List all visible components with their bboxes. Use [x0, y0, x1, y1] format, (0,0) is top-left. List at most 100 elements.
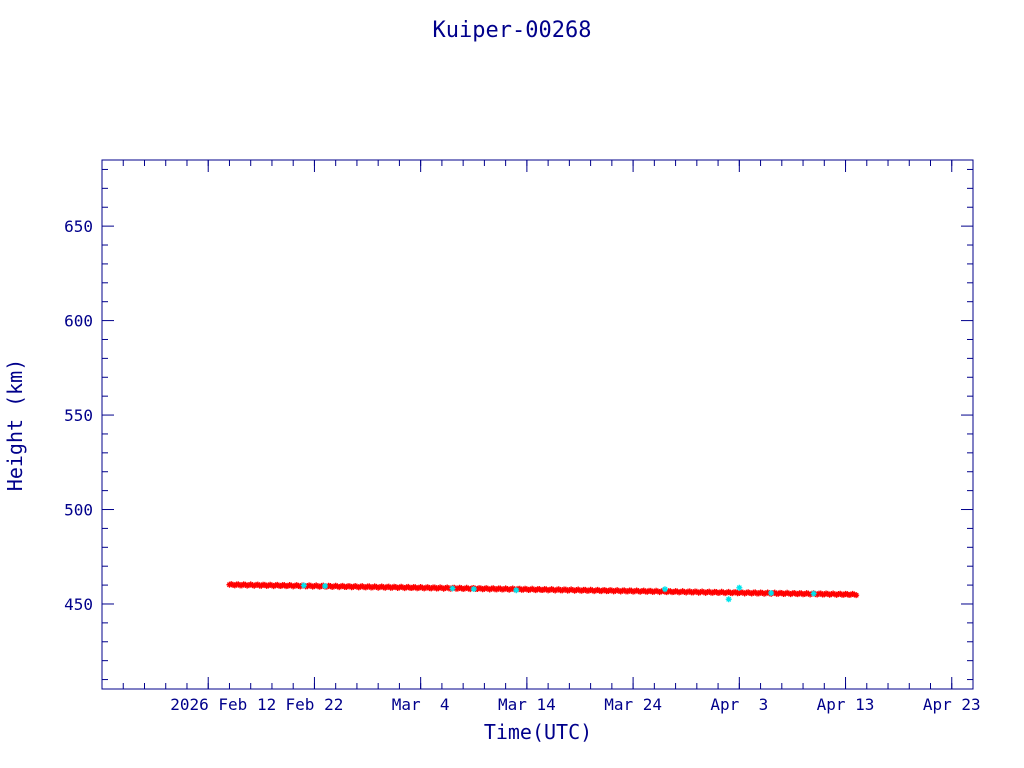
- primary-point: [849, 590, 856, 597]
- secondary-point: [725, 596, 732, 603]
- primary-point: [764, 589, 771, 596]
- primary-point: [486, 586, 493, 593]
- y-tick-label: 500: [64, 501, 93, 520]
- primary-point: [702, 589, 709, 596]
- secondary-point: [768, 590, 775, 597]
- primary-point: [716, 589, 723, 596]
- primary-point: [481, 585, 488, 592]
- x-tick-label: Apr 13: [817, 695, 875, 714]
- primary-point: [631, 588, 638, 595]
- primary-point: [785, 590, 792, 597]
- primary-point: [484, 585, 491, 592]
- axis-ticks: [101, 160, 974, 689]
- primary-point: [614, 587, 621, 594]
- primary-point: [589, 587, 596, 594]
- x-tick-label: Mar 24: [604, 695, 662, 714]
- primary-point: [637, 588, 644, 595]
- primary-point: [612, 587, 619, 594]
- primary-point: [546, 586, 553, 593]
- secondary-point: [449, 585, 456, 592]
- primary-point: [504, 585, 511, 592]
- x-tick-label: Apr 23: [923, 695, 981, 714]
- data-points: [226, 581, 860, 603]
- primary-point: [270, 583, 277, 590]
- primary-point: [762, 590, 769, 597]
- primary-point: [265, 582, 272, 589]
- primary-point: [290, 583, 297, 590]
- primary-point: [396, 584, 403, 591]
- primary-point: [461, 585, 468, 592]
- primary-point: [566, 587, 573, 594]
- primary-point: [415, 584, 422, 591]
- primary-point: [355, 584, 362, 591]
- primary-point: [571, 587, 578, 594]
- primary-point: [334, 583, 341, 590]
- x-tick-label: 2026 Feb 12: [170, 695, 276, 714]
- y-tick-label: 600: [64, 312, 93, 331]
- primary-point: [506, 586, 513, 593]
- primary-point: [438, 584, 445, 591]
- primary-point: [633, 587, 640, 594]
- primary-point: [591, 588, 598, 595]
- primary-point: [552, 587, 559, 594]
- y-tick-label: 650: [64, 217, 93, 236]
- plot-frame: [101, 159, 974, 690]
- axis-tick-labels: 2026 Feb 12 Feb 22 Mar 4 Mar 14 Mar 24 Apr 3 A…: [64, 217, 981, 714]
- primary-point: [853, 592, 860, 599]
- primary-point: [847, 591, 854, 598]
- primary-point: [782, 590, 789, 597]
- secondary-point: [322, 583, 329, 590]
- primary-point: [722, 590, 729, 597]
- primary-point: [330, 583, 337, 590]
- primary-point: [311, 583, 318, 590]
- secondary-point: [470, 586, 477, 593]
- x-tick-label: Feb 22: [286, 695, 344, 714]
- primary-point: [548, 586, 555, 593]
- secondary-point: [810, 590, 817, 597]
- x-tick-label: Mar 4: [392, 695, 450, 714]
- primary-point: [739, 589, 746, 596]
- secondary-point: [300, 582, 307, 589]
- primary-point: [378, 583, 385, 590]
- primary-point: [332, 582, 339, 589]
- y-tick-label: 450: [64, 595, 93, 614]
- primary-point: [419, 584, 426, 591]
- primary-point: [720, 589, 727, 596]
- primary-point: [787, 591, 794, 598]
- primary-point: [421, 585, 428, 592]
- primary-point: [268, 582, 275, 589]
- primary-point: [267, 581, 274, 588]
- primary-point: [440, 585, 447, 592]
- primary-point: [807, 591, 814, 598]
- primary-point: [784, 589, 791, 596]
- x-axis-label: Time(UTC): [484, 720, 592, 744]
- primary-point: [697, 589, 704, 596]
- primary-point: [483, 585, 490, 592]
- primary-point: [398, 583, 405, 590]
- secondary-point: [736, 584, 743, 591]
- primary-point: [656, 589, 663, 596]
- primary-point: [569, 587, 576, 594]
- primary-point: [635, 588, 642, 595]
- primary-point: [353, 583, 360, 590]
- primary-point: [679, 588, 686, 595]
- primary-point: [288, 582, 295, 589]
- primary-point: [654, 588, 661, 595]
- primary-point: [247, 581, 254, 588]
- primary-point: [313, 582, 320, 589]
- chart-title: Kuiper-00268: [433, 18, 592, 43]
- primary-point: [830, 590, 837, 597]
- primary-point: [677, 588, 684, 595]
- secondary-point: [661, 586, 668, 593]
- primary-point: [336, 584, 343, 591]
- y-tick-label: 550: [64, 406, 93, 425]
- primary-point: [463, 584, 470, 591]
- x-tick-label: Apr 3: [710, 695, 768, 714]
- primary-point: [245, 582, 252, 589]
- secondary-point: [513, 587, 520, 594]
- x-tick-label: Mar 14: [498, 695, 556, 714]
- primary-point: [828, 591, 835, 598]
- primary-point: [699, 588, 706, 595]
- primary-point: [529, 585, 536, 592]
